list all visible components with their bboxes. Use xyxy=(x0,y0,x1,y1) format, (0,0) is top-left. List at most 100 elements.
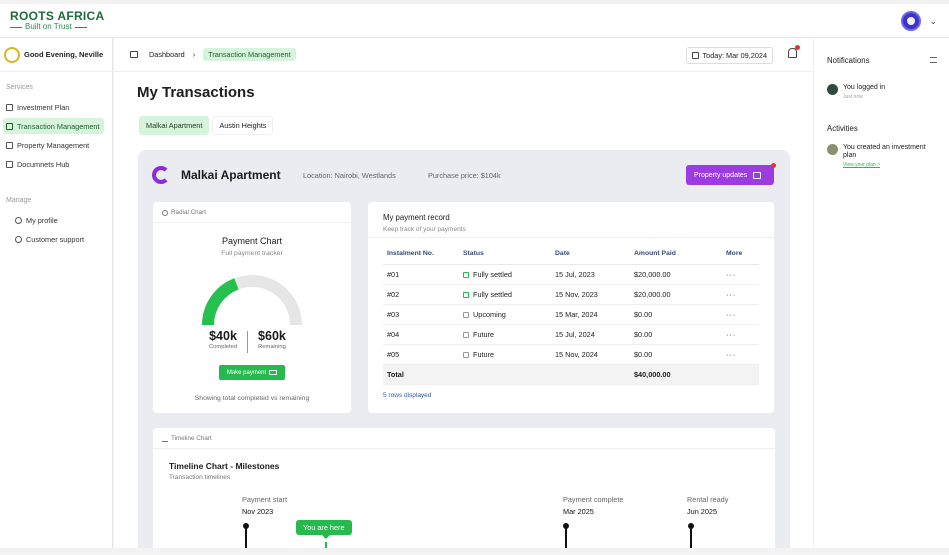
payment-chart-title: Payment Chart xyxy=(221,236,283,246)
greeting-row: Good Evening, Neville xyxy=(0,38,112,72)
make-payment-button[interactable]: Make payment xyxy=(219,365,285,380)
record-title: My payment record xyxy=(383,213,450,222)
property-logo-icon xyxy=(152,166,170,184)
table-row: #04 Future 15 Jul, 2024 $0.00 ··· xyxy=(383,324,759,345)
payment-table: Instalment No. Status Date Amount Paid M… xyxy=(383,244,759,385)
table-header-row: Instalment No. Status Date Amount Paid M… xyxy=(383,244,759,265)
filter-icon[interactable] xyxy=(930,57,937,63)
milestone-payment-start: Payment start Nov 2023 xyxy=(242,495,288,516)
calendar-clock-icon xyxy=(463,311,469,318)
sidebar-item-documents-hub[interactable]: Documnets Hub xyxy=(3,156,104,172)
services-heading: Services xyxy=(6,84,33,91)
brand-logo[interactable]: ROOTS AFRICA Built on Trust xyxy=(10,10,105,32)
logo-title: ROOTS AFRICA xyxy=(10,9,105,23)
you-are-here-label: You are here xyxy=(296,520,352,539)
notifications-title: Notifications xyxy=(827,56,870,65)
right-panel: Notifications You logged in Just now Act… xyxy=(814,38,949,548)
trend-icon xyxy=(162,436,168,442)
notification-text: You logged in xyxy=(843,84,886,91)
breadcrumb-dashboard[interactable]: Dashboard xyxy=(149,50,185,59)
timeline-title: Timeline Chart - Milestones xyxy=(169,461,280,471)
radial-chart-tag: Radial Chart xyxy=(162,209,206,216)
user-avatar[interactable] xyxy=(901,11,921,31)
page-title: My Transactions xyxy=(137,84,255,101)
sidebar-item-investment-plan[interactable]: Investment Plan xyxy=(3,99,104,115)
activities-title: Activities xyxy=(827,124,858,133)
main-content: Dashboard › Transaction Management Today… xyxy=(114,38,813,548)
building-icon xyxy=(6,141,13,149)
manage-heading: Manage xyxy=(6,197,32,204)
payment-chart-subtitle: Full payment tracker xyxy=(221,250,283,257)
col-date: Date xyxy=(551,244,630,265)
notification-avatar xyxy=(827,84,838,95)
headset-icon xyxy=(15,235,22,243)
milestone-payment-complete: Payment complete Mar 2025 xyxy=(563,495,624,516)
notification-item[interactable]: You logged in Just now xyxy=(827,84,938,100)
more-icon[interactable]: ··· xyxy=(722,344,759,365)
dollar-icon xyxy=(6,122,13,130)
completed-label: Completed xyxy=(209,344,238,350)
timeline-chart-card: Timeline Chart Timeline Chart - Mileston… xyxy=(153,428,775,548)
sidebar-item-transaction-management[interactable]: Transaction Management xyxy=(3,118,104,134)
property-price: Purchase price: $104k xyxy=(428,171,501,180)
activity-text: You created an investment plan xyxy=(843,144,926,159)
cash-icon xyxy=(269,370,278,375)
col-amount: Amount Paid xyxy=(630,244,722,265)
payment-record-card: My payment record Keep track of your pay… xyxy=(368,202,774,413)
property-updates-button[interactable]: Property updates xyxy=(686,163,776,185)
activity-item[interactable]: You created an investment plan View your… xyxy=(827,144,938,168)
activity-avatar xyxy=(827,144,838,155)
col-status: Status xyxy=(459,244,551,265)
completed-value: $40k xyxy=(209,329,237,343)
logo-tagline: Built on Trust xyxy=(25,22,72,31)
table-row: #05 Future 15 Nov, 2024 $0.00 ··· xyxy=(383,344,759,365)
sidebar-toggle-icon[interactable] xyxy=(130,51,138,58)
property-panel: Malkai Apartment Location: Nairobi, West… xyxy=(138,150,790,548)
folder-icon xyxy=(6,160,13,168)
calendar-check-icon xyxy=(463,291,469,298)
sidebar-item-my-profile[interactable]: My profile xyxy=(3,212,104,228)
radial-chart-card: Radial Chart Payment Chart Full payment … xyxy=(153,202,351,413)
bell-icon[interactable] xyxy=(788,45,800,58)
top-bar: ROOTS AFRICA Built on Trust ⌄ xyxy=(0,4,949,38)
chart-icon xyxy=(6,103,13,111)
more-icon[interactable]: ··· xyxy=(722,264,759,285)
tab-malkai-apartment[interactable]: Malkai Apartment xyxy=(139,116,210,135)
sidebar-item-customer-support[interactable]: Customer support xyxy=(3,231,104,247)
property-tabs: Malkai Apartment Austin Heights xyxy=(139,116,274,135)
more-icon[interactable]: ··· xyxy=(722,324,759,345)
col-more: More xyxy=(722,244,759,265)
record-subtitle: Keep track of your payments xyxy=(383,226,466,233)
calendar-clock-icon xyxy=(463,351,469,358)
milestone-rental-ready: Rental ready Jun 2025 xyxy=(687,495,729,516)
greeting-text: Good Evening, Neville xyxy=(24,50,104,59)
sun-icon xyxy=(4,46,20,63)
radial-icon xyxy=(162,209,168,216)
calendar-clock-icon xyxy=(463,331,469,338)
timeline-chart-tag: Timeline Chart xyxy=(162,435,212,442)
payment-values: $40k Completed $60k Remaining xyxy=(209,329,286,353)
today-date-chip[interactable]: Today: Mar 09,2024 xyxy=(685,47,773,64)
breadcrumb: Dashboard › Transaction Management Today… xyxy=(114,38,813,72)
tab-austin-heights[interactable]: Austin Heights xyxy=(212,116,274,135)
calendar-icon xyxy=(691,52,699,59)
chevron-right-icon: › xyxy=(192,50,196,59)
calendar-check-icon xyxy=(463,271,469,278)
more-icon[interactable]: ··· xyxy=(722,304,759,325)
sidebar-item-property-management[interactable]: Property Management xyxy=(3,137,104,153)
user-icon xyxy=(15,216,22,224)
radial-footer: Showing total completed vs remaining xyxy=(194,395,310,402)
more-icon[interactable]: ··· xyxy=(722,284,759,305)
chevron-down-icon[interactable]: ⌄ xyxy=(929,16,937,26)
col-instalment: Instalment No. xyxy=(383,244,459,265)
gauge-fill xyxy=(202,278,239,326)
notification-time: Just now xyxy=(843,94,863,100)
table-row: #02 Fully settled 15 Nov, 2023 $20,000.0… xyxy=(383,284,759,305)
property-location: Location: Nairobi, Westlands xyxy=(303,171,396,180)
breadcrumb-current: Transaction Management xyxy=(203,48,296,61)
sidebar: Good Evening, Neville Services Investmen… xyxy=(0,38,113,548)
activity-link[interactable]: View your plan > xyxy=(843,162,881,168)
property-name: Malkai Apartment xyxy=(181,168,281,182)
rows-info: 5 rows displayed xyxy=(383,392,432,399)
message-icon xyxy=(753,171,762,179)
